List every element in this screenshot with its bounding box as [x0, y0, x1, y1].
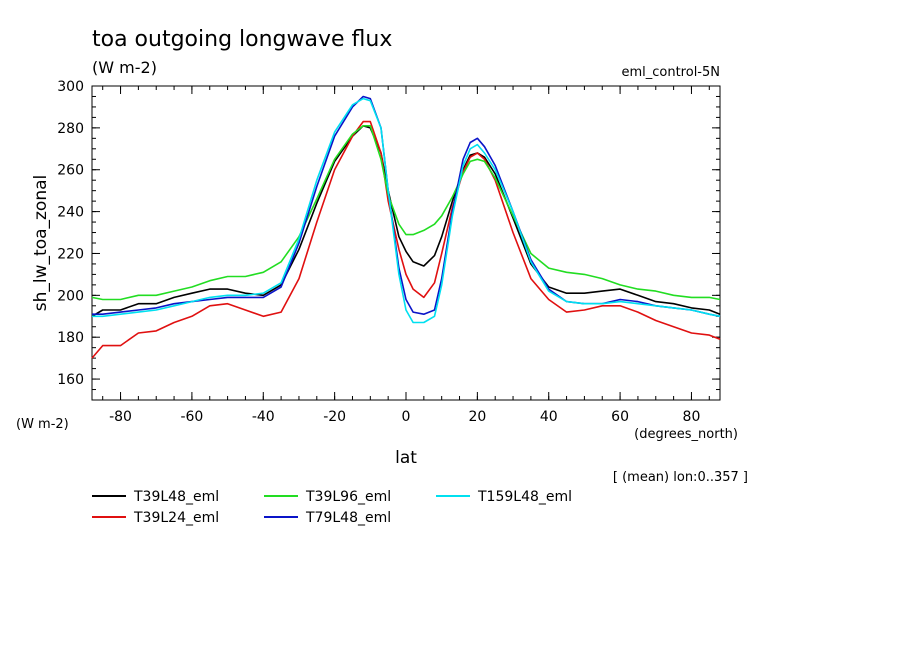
y-tick-label: 180: [57, 330, 84, 346]
axis-ticks: -80 -60 -40 -20 0 20 40 60 80 160 180 200 220 240 260 2…: [57, 79, 720, 425]
x-tick-label: -80: [109, 409, 132, 425]
legend-label-t79l48-eml: T79L48_eml: [305, 510, 391, 526]
x-tick-label: 40: [540, 409, 558, 425]
y-tick-label: 260: [57, 163, 84, 179]
x-tick-label: -20: [323, 409, 346, 425]
x-tick-label: 20: [468, 409, 486, 425]
x-tick-label: -40: [252, 409, 275, 425]
plot-frame: [91, 85, 721, 401]
y-tick-label: 280: [57, 121, 84, 137]
y-tick-label: 300: [57, 79, 84, 95]
series-line-t39l48-eml: [91, 125, 721, 317]
footnote: [ (mean) lon:0..357 ]: [613, 470, 748, 485]
x-tick-label: -60: [180, 409, 203, 425]
legend-label-t39l24-eml: T39L24_eml: [133, 510, 219, 526]
legend-label-t39l96-eml: T39L96_eml: [305, 489, 391, 505]
series-line-t159l48-eml: [92, 97, 721, 324]
y-tick-label: 240: [57, 205, 84, 221]
experiment-label: eml_control-5N: [621, 65, 720, 80]
legend-label-t39l48-eml: T39L48_eml: [133, 489, 219, 505]
x-tick-label: 60: [611, 409, 629, 425]
x-axis-label: lat: [395, 448, 417, 468]
y-tick-label: 220: [57, 246, 84, 262]
y-tick-label: 200: [57, 288, 84, 304]
x-tick-label: 0: [402, 409, 411, 425]
x-axis-units: (degrees_north): [634, 427, 738, 442]
series-line-t79l48-eml: [92, 95, 721, 318]
y-tick-label: 160: [57, 372, 84, 388]
series-lines: [91, 95, 721, 359]
y-axis-label: sh_lw_toa_zonal: [31, 175, 51, 311]
x-tick-label: 80: [683, 409, 701, 425]
title-units: (W m-2): [92, 58, 157, 77]
y-axis-units: (W m-2): [16, 417, 69, 432]
legend: T39L48_eml T39L24_eml T39L96_eml T79L48_eml…: [92, 489, 572, 526]
legend-label-t159l48-eml: T159L48_eml: [477, 489, 572, 505]
chart-title: toa outgoing longwave flux: [92, 27, 392, 52]
series-line-t39l96-eml: [91, 125, 721, 301]
series-line-t39l24-eml: [91, 120, 721, 359]
